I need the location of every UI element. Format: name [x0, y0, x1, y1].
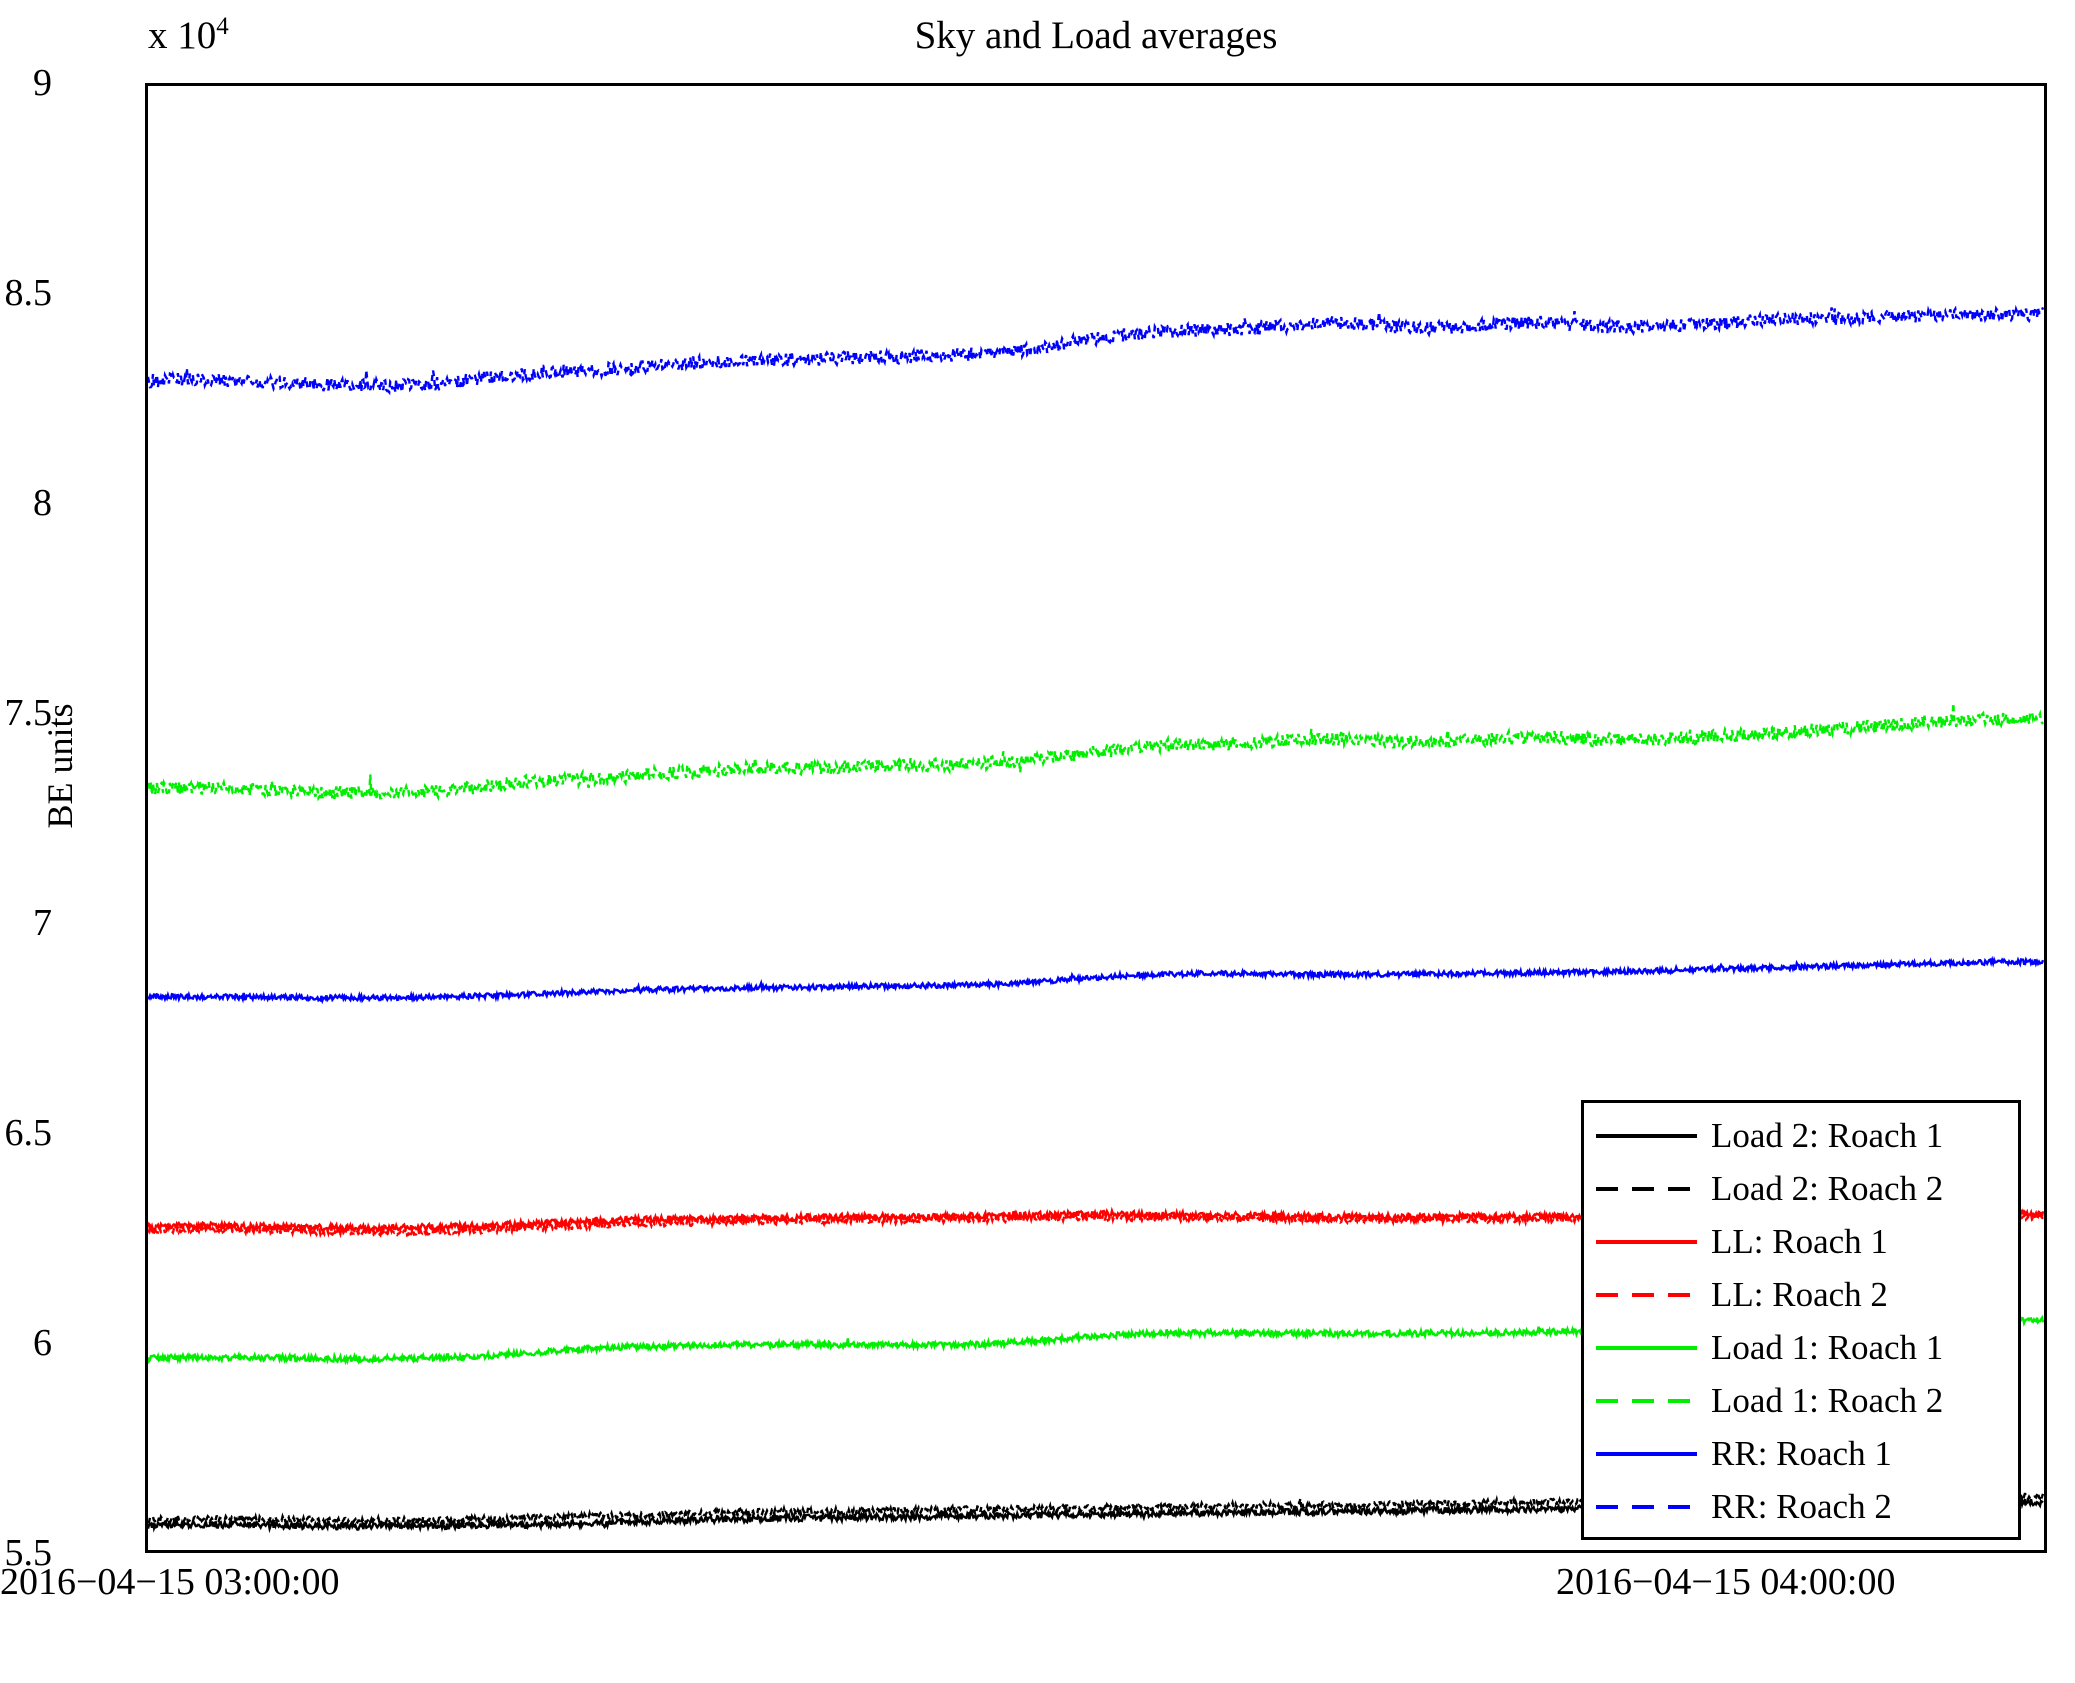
- legend-entry-load1-roach1[interactable]: Load 1: Roach 1: [1594, 1321, 2008, 1374]
- legend-label-ll-roach1: LL: Roach 1: [1711, 1221, 1888, 1261]
- legend-swatch-rr-roach1: [1594, 1444, 1699, 1464]
- legend-label-load1-roach1: Load 1: Roach 1: [1711, 1327, 1944, 1367]
- y-tick-label-8: 8: [33, 482, 52, 524]
- legend-swatch-load1-roach1: [1594, 1338, 1699, 1358]
- legend-entry-ll-roach2[interactable]: LL: Roach 2: [1594, 1268, 2008, 1321]
- legend-label-ll-roach2: LL: Roach 2: [1711, 1274, 1888, 1314]
- y-tick-label-9: 9: [33, 62, 52, 104]
- chart-title: Sky and Load averages: [914, 14, 1278, 57]
- legend-entry-rr-roach1[interactable]: RR: Roach 1: [1594, 1427, 2008, 1480]
- y-tick-label-7: 7: [33, 902, 52, 944]
- legend-label-load2-roach1: Load 2: Roach 1: [1711, 1115, 1944, 1155]
- y-tick-label-5-5: 5.5: [4, 1532, 53, 1574]
- y-tick-label-7-5: 7.5: [4, 692, 53, 734]
- legend-label-load2-roach2: Load 2: Roach 2: [1711, 1168, 1944, 1208]
- x-tick-label-start: 2016−04−15 03:00:00: [0, 1561, 340, 1603]
- y-tick-label-6-5: 6.5: [4, 1112, 53, 1154]
- legend-entry-load2-roach2[interactable]: Load 2: Roach 2: [1594, 1162, 2008, 1215]
- legend-entry-rr-roach2[interactable]: RR: Roach 2: [1594, 1480, 2008, 1533]
- legend-box: Load 2: Roach 1 Load 2: Roach 2 LL: Roac…: [1581, 1100, 2021, 1540]
- legend-swatch-load2-roach1: [1594, 1126, 1699, 1146]
- x-tick-label-end: 2016−04−15 04:00:00: [1556, 1561, 1896, 1603]
- legend-label-rr-roach1: RR: Roach 1: [1711, 1433, 1892, 1473]
- legend-entry-load2-roach1[interactable]: Load 2: Roach 1: [1594, 1109, 2008, 1162]
- legend-entry-ll-roach1[interactable]: LL: Roach 1: [1594, 1215, 2008, 1268]
- y-axis-exponent-label: x 104: [148, 13, 229, 57]
- y-axis-exponent-power: 4: [216, 13, 229, 40]
- legend-label-rr-roach2: RR: Roach 2: [1711, 1486, 1892, 1526]
- legend-swatch-rr-roach2: [1594, 1497, 1699, 1517]
- y-tick-label-6: 6: [33, 1322, 52, 1364]
- legend-entry-load1-roach2[interactable]: Load 1: Roach 2: [1594, 1374, 2008, 1427]
- y-axis-exponent-base: x 10: [148, 14, 217, 57]
- y-tick-label-8-5: 8.5: [4, 272, 53, 314]
- legend-label-load1-roach2: Load 1: Roach 2: [1711, 1380, 1944, 1420]
- legend-swatch-ll-roach2: [1594, 1285, 1699, 1305]
- legend-swatch-load1-roach2: [1594, 1391, 1699, 1411]
- legend-swatch-load2-roach2: [1594, 1179, 1699, 1199]
- legend-swatch-ll-roach1: [1594, 1232, 1699, 1252]
